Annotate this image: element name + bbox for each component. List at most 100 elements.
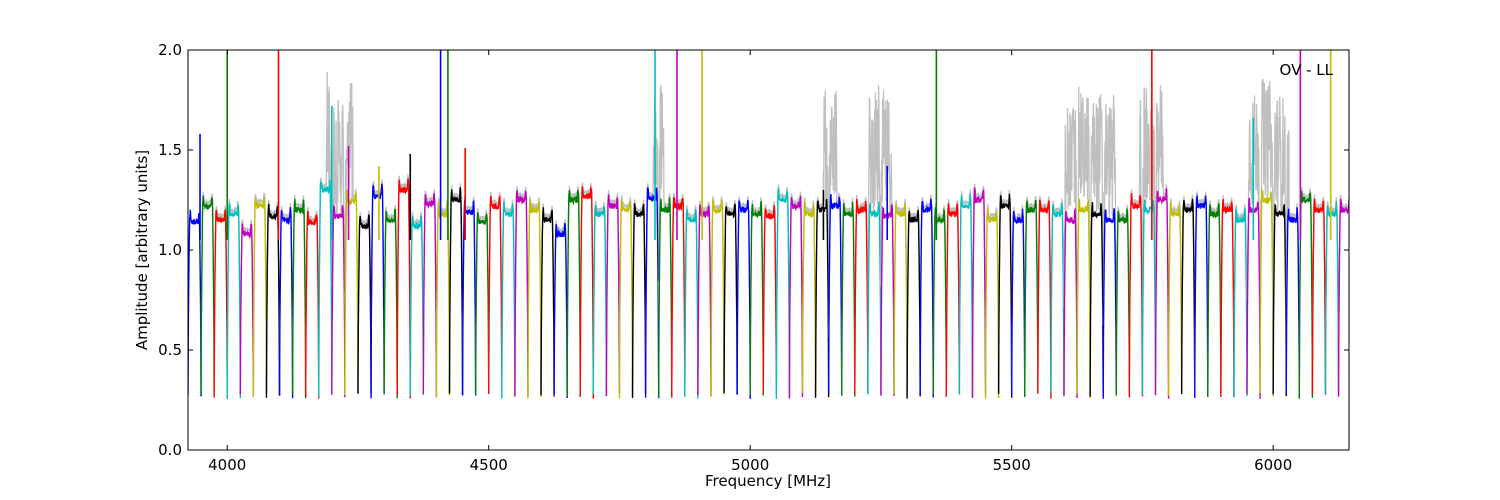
raw-trace-43	[749, 197, 764, 392]
channel-trace-27	[540, 207, 555, 396]
channel-traces	[188, 71, 1349, 399]
raw-trace-10	[318, 71, 333, 393]
channel-trace-57	[932, 207, 948, 397]
channel-trace-82	[1259, 188, 1274, 397]
plot-frame	[187, 49, 1350, 451]
channel-trace-1	[200, 195, 215, 394]
raw-trace-61	[984, 203, 1000, 395]
raw-trace-83	[1272, 96, 1287, 388]
raw-trace-72	[1128, 99, 1144, 394]
raw-trace-50	[841, 197, 856, 393]
raw-trace-35	[644, 95, 660, 394]
raw-trace-33	[618, 195, 634, 395]
channel-trace-31	[592, 204, 608, 396]
x-tick-label-0: 4000	[208, 456, 246, 474]
raw-trace-66	[1050, 198, 1065, 390]
raw-trace-25	[514, 186, 529, 393]
rfi-spikes	[199, 50, 1332, 240]
raw-trace-9	[305, 206, 320, 395]
channel-trace-45	[775, 187, 791, 399]
raw-trace-31	[592, 200, 608, 392]
channel-trace-36	[657, 197, 673, 398]
channel-trace-37	[671, 196, 686, 398]
y-tick-label-2: 1.0	[158, 241, 182, 259]
raw-trace-51	[854, 194, 869, 391]
raw-trace-80	[1233, 204, 1248, 394]
raw-trace-86	[1311, 194, 1327, 391]
channel-trace-80	[1233, 208, 1248, 398]
channel-trace-2	[213, 208, 228, 398]
channel-trace-40	[710, 199, 725, 397]
channel-trace-54	[893, 202, 908, 395]
channel-trace-71	[1115, 208, 1131, 396]
raw-trace-5	[252, 192, 268, 394]
raw-trace-82	[1259, 78, 1274, 382]
raw-trace-67	[1063, 107, 1078, 391]
channel-trace-23	[488, 194, 503, 395]
channel-trace-17	[409, 214, 425, 397]
raw-trace-36	[658, 84, 673, 391]
raw-trace-14	[370, 179, 385, 395]
channel-trace-35	[644, 187, 660, 399]
raw-trace-16	[396, 174, 411, 395]
channel-trace-0	[188, 209, 202, 397]
raw-trace-3	[226, 199, 241, 395]
channel-trace-84	[1285, 207, 1301, 398]
channel-trace-47	[801, 199, 817, 396]
channel-trace-59	[958, 193, 974, 398]
channel-trace-63	[1010, 208, 1026, 397]
raw-trace-59	[958, 189, 974, 394]
plot-annotation: OV - LL	[1280, 61, 1334, 79]
y-axis-ticks: 0.0 0.5 1.0 1.5 2.0	[158, 41, 1349, 459]
channel-trace-30	[579, 185, 595, 399]
channel-trace-64	[1024, 199, 1039, 398]
raw-trace-22	[474, 208, 490, 392]
raw-trace-49	[827, 90, 843, 391]
raw-trace-58	[945, 198, 961, 393]
raw-trace-17	[409, 211, 424, 393]
channel-trace-38	[684, 208, 699, 399]
raw-trace-32	[605, 190, 621, 393]
channel-trace-3	[226, 203, 241, 399]
raw-trace-78	[1207, 199, 1222, 394]
raw-trace-73	[1141, 87, 1157, 309]
channel-trace-12	[344, 188, 359, 396]
channel-trace-58	[945, 202, 961, 397]
channel-trace-61	[984, 207, 1000, 399]
raw-trace-52	[867, 85, 882, 380]
raw-trace-29	[566, 185, 581, 393]
channel-trace-5	[252, 196, 268, 398]
channel-trace-60	[971, 187, 987, 399]
channel-trace-18	[422, 192, 438, 398]
x-tick-label-2: 5000	[731, 456, 769, 474]
channel-trace-76	[1180, 198, 1196, 395]
channel-trace-11	[331, 204, 346, 398]
raw-trace-74	[1154, 84, 1170, 395]
raw-trace-27	[540, 203, 555, 392]
channel-trace-44	[762, 205, 778, 394]
channel-trace-51	[854, 198, 869, 395]
channel-trace-26	[527, 200, 542, 399]
raw-trace-62	[997, 189, 1013, 394]
channel-trace-33	[618, 199, 634, 399]
y-tick-label-4: 2.0	[158, 41, 182, 59]
channel-trace-20	[448, 187, 464, 396]
channel-trace-77	[1194, 193, 1209, 399]
channel-trace-72	[1128, 193, 1144, 398]
raw-trace-75	[1167, 198, 1183, 392]
raw-trace-18	[422, 188, 438, 394]
channel-trace-29	[566, 189, 581, 397]
raw-trace-38	[684, 204, 699, 395]
raw-trace-1	[200, 191, 215, 390]
channel-trace-25	[514, 190, 529, 397]
y-tick-label-3: 1.5	[158, 141, 182, 159]
raw-trace-53	[880, 90, 895, 392]
channel-trace-9	[304, 210, 320, 399]
channel-trace-48	[814, 198, 830, 398]
raw-trace-70	[1102, 94, 1117, 338]
raw-trace-41	[723, 199, 738, 390]
raw-trace-65	[1037, 195, 1052, 395]
channel-trace-14	[370, 183, 385, 399]
raw-trace-7	[278, 203, 294, 395]
raw-trace-88	[1337, 193, 1349, 393]
